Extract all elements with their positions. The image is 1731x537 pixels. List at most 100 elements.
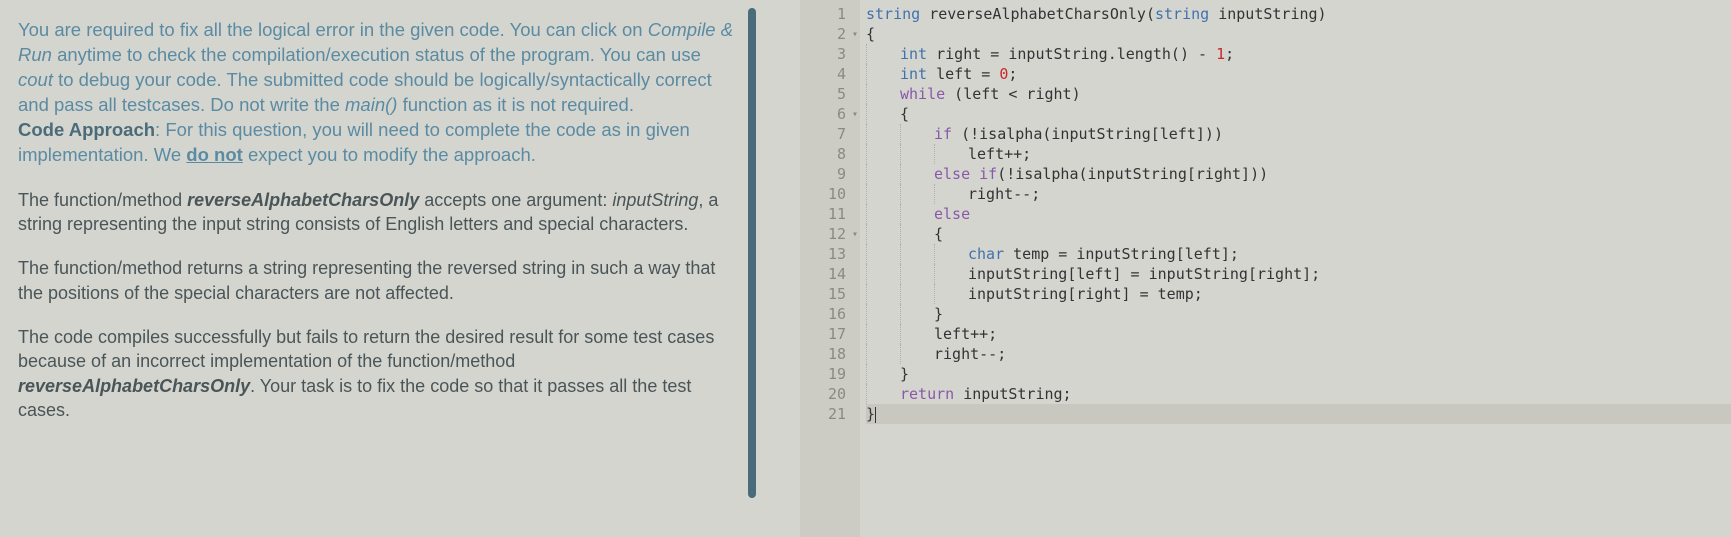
code-token: else xyxy=(934,205,970,223)
code-token: } xyxy=(900,365,909,383)
line-number-gutter: 123456789101112131415161718192021 xyxy=(800,0,860,537)
code-line[interactable]: right--; xyxy=(866,344,1731,364)
code-token: int xyxy=(900,65,927,83)
code-line[interactable]: else if(!isalpha(inputString[right])) xyxy=(866,164,1731,184)
line-number: 17 xyxy=(800,324,860,344)
intro-text: function as it is not required. xyxy=(397,94,634,115)
intro-text: expect you to modify the approach. xyxy=(243,144,536,165)
code-token: { xyxy=(934,225,943,243)
indent-guide xyxy=(934,184,968,204)
indent-guide xyxy=(900,204,934,224)
line-number: 15 xyxy=(800,284,860,304)
indent-guide xyxy=(866,104,900,124)
code-token: inputString[right] = temp; xyxy=(968,285,1203,303)
indent-guide xyxy=(900,284,934,304)
code-line[interactable]: left++; xyxy=(866,324,1731,344)
code-token: inputString[left] = inputString[right]; xyxy=(968,265,1320,283)
line-number: 13 xyxy=(800,244,860,264)
code-line[interactable]: } xyxy=(866,404,1731,424)
code-line[interactable]: } xyxy=(866,304,1731,324)
line-number: 1 xyxy=(800,4,860,24)
indent-guide xyxy=(900,324,934,344)
problem-body-1: The function/method reverseAlphabetChars… xyxy=(18,188,740,237)
indent-guide xyxy=(866,184,900,204)
code-line[interactable]: int right = inputString.length() - 1; xyxy=(866,44,1731,64)
code-line[interactable]: inputString[left] = inputString[right]; xyxy=(866,264,1731,284)
body-text: The code compiles successfully but fails… xyxy=(18,327,714,371)
indent-guide xyxy=(866,204,900,224)
line-number: 6 xyxy=(800,104,860,124)
code-area[interactable]: string reverseAlphabetCharsOnly(string i… xyxy=(860,0,1731,537)
indent-guide xyxy=(900,164,934,184)
indent-guide xyxy=(866,124,900,144)
code-token: } xyxy=(866,405,875,423)
code-approach-label: Code Approach xyxy=(18,119,155,140)
line-number: 18 xyxy=(800,344,860,364)
indent-guide xyxy=(900,264,934,284)
line-number: 5 xyxy=(800,84,860,104)
code-token: char xyxy=(968,245,1004,263)
body-text: The function/method xyxy=(18,190,187,210)
code-token: return xyxy=(900,385,954,403)
code-line[interactable]: inputString[right] = temp; xyxy=(866,284,1731,304)
code-editor[interactable]: 123456789101112131415161718192021 string… xyxy=(800,0,1731,537)
scrollbar-thumb[interactable] xyxy=(748,8,756,498)
code-line[interactable]: else xyxy=(866,204,1731,224)
code-line[interactable]: if (!isalpha(inputString[left])) xyxy=(866,124,1731,144)
main-em: main() xyxy=(345,94,397,115)
indent-guide xyxy=(934,144,968,164)
line-number: 16 xyxy=(800,304,860,324)
code-token: ; xyxy=(1008,65,1017,83)
indent-guide xyxy=(900,124,934,144)
indent-guide xyxy=(900,224,934,244)
indent-guide xyxy=(866,224,900,244)
code-token: left++; xyxy=(968,145,1031,163)
indent-guide xyxy=(866,384,900,404)
line-number: 2 xyxy=(800,24,860,44)
panel-gap xyxy=(760,0,800,537)
code-line[interactable]: { xyxy=(866,224,1731,244)
line-number: 12 xyxy=(800,224,860,244)
code-line[interactable]: string reverseAlphabetCharsOnly(string i… xyxy=(866,4,1731,24)
indent-guide xyxy=(900,244,934,264)
code-token: if xyxy=(934,125,952,143)
code-token: temp = inputString[left]; xyxy=(1004,245,1239,263)
code-token: } xyxy=(934,305,943,323)
indent-guide xyxy=(934,244,968,264)
line-number: 11 xyxy=(800,204,860,224)
code-line[interactable]: while (left < right) xyxy=(866,84,1731,104)
line-number: 14 xyxy=(800,264,860,284)
text-cursor xyxy=(875,407,876,423)
indent-guide xyxy=(866,144,900,164)
function-name: reverseAlphabetCharsOnly xyxy=(18,376,250,396)
indent-guide xyxy=(866,324,900,344)
indent-guide xyxy=(866,364,900,384)
code-token: (!isalpha(inputString[left])) xyxy=(952,125,1223,143)
indent-guide xyxy=(866,44,900,64)
code-line[interactable]: right--; xyxy=(866,184,1731,204)
code-token: (!isalpha(inputString[right])) xyxy=(997,165,1268,183)
indent-guide xyxy=(866,84,900,104)
code-line[interactable]: char temp = inputString[left]; xyxy=(866,244,1731,264)
code-token: (left < right) xyxy=(945,85,1080,103)
code-line[interactable]: return inputString; xyxy=(866,384,1731,404)
code-token: 1 xyxy=(1216,45,1225,63)
indent-guide xyxy=(866,64,900,84)
code-line[interactable]: { xyxy=(866,104,1731,124)
line-number: 3 xyxy=(800,44,860,64)
arg-name: inputString xyxy=(612,190,698,210)
indent-guide xyxy=(866,164,900,184)
code-token: while xyxy=(900,85,945,103)
code-token: left = xyxy=(927,65,999,83)
code-line[interactable]: } xyxy=(866,364,1731,384)
code-line[interactable]: left++; xyxy=(866,144,1731,164)
indent-guide xyxy=(866,344,900,364)
code-token: else if xyxy=(934,165,997,183)
body-text: accepts one argument: xyxy=(419,190,612,210)
indent-guide xyxy=(934,284,968,304)
function-name: reverseAlphabetCharsOnly xyxy=(187,190,419,210)
code-line[interactable]: int left = 0; xyxy=(866,64,1731,84)
code-line[interactable]: { xyxy=(866,24,1731,44)
indent-guide xyxy=(934,264,968,284)
problem-body-3: The code compiles successfully but fails… xyxy=(18,325,740,422)
